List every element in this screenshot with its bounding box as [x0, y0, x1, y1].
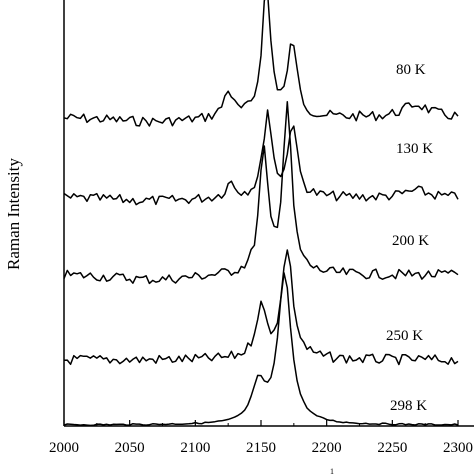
trace-label-200k: 200 K	[392, 233, 429, 249]
trace-label-130k: 130 K	[396, 141, 433, 157]
x-tick-label: 2200	[312, 440, 342, 456]
y-axis-title: Raman Intensity	[4, 158, 23, 270]
trace-80k	[63, 0, 459, 127]
x-tick-label: 2250	[377, 440, 407, 456]
trace-labels: 80 K 130 K 200 K 250 K 298 K	[386, 62, 433, 414]
trace-130k	[63, 109, 459, 206]
x-tick-label: 2150	[246, 440, 276, 456]
trace-label-80k: 80 K	[396, 62, 426, 78]
trace-label-250k: 250 K	[386, 328, 423, 344]
x-axis-title-fragment: 1	[330, 467, 334, 474]
trace-250k	[63, 249, 459, 366]
trace-label-298k: 298 K	[390, 398, 427, 414]
x-tick-label: 2300	[443, 440, 473, 456]
x-tick-label: 2100	[180, 440, 210, 456]
x-tick-label: 2050	[115, 440, 145, 456]
trace-200k	[63, 101, 459, 285]
x-tick-label: 2000	[49, 440, 79, 456]
axes: 2000 2050 2100 2150 2200 2250 2300 Raman Intens…	[4, 0, 474, 474]
